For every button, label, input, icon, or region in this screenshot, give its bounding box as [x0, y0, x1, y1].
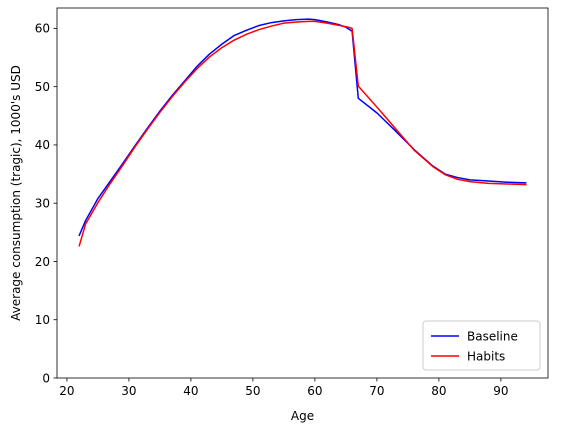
legend-label-habits: Habits: [467, 349, 505, 363]
x-tick-label: 50: [245, 384, 260, 398]
y-axis-label: Average consumption (tragic), 1000's USD: [9, 65, 23, 321]
y-tick-label: 30: [35, 196, 50, 210]
x-tick-label: 90: [493, 384, 508, 398]
y-tick-label: 40: [35, 138, 50, 152]
y-tick-label: 10: [35, 313, 50, 327]
y-tick-label: 60: [35, 22, 50, 36]
y-axis: 0 10 20 30 40 50 60: [35, 22, 57, 385]
series-line-baseline: [78, 18, 527, 237]
legend-label-baseline: Baseline: [467, 329, 518, 343]
plot-area: [56, 7, 549, 379]
x-tick-label: 70: [369, 384, 384, 398]
x-tick-label: 30: [121, 384, 136, 398]
axes-frame: [56, 7, 549, 379]
x-tick-label: 80: [431, 384, 446, 398]
x-axis: 20 30 40 50 60 70 80 90: [59, 378, 509, 398]
x-tick-label: 40: [183, 384, 198, 398]
series-line-habits: [78, 20, 527, 247]
x-tick-label: 20: [59, 384, 74, 398]
y-tick-label: 20: [35, 255, 50, 269]
legend-box: [422, 320, 541, 371]
x-axis-label: Age: [291, 409, 314, 423]
y-tick-label: 50: [35, 80, 50, 94]
y-tick-label: 0: [42, 371, 50, 385]
legend: Baseline Habits: [422, 320, 541, 371]
x-tick-label: 60: [307, 384, 322, 398]
